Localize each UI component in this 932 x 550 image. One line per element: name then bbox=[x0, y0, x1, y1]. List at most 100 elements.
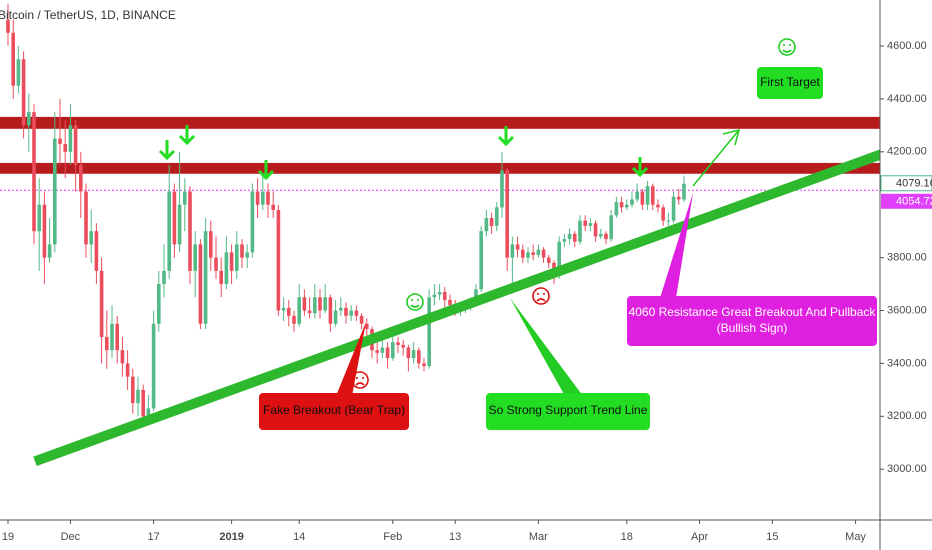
candle-body bbox=[219, 270, 223, 285]
candle-body bbox=[141, 389, 146, 417]
candle-body bbox=[526, 252, 530, 258]
candle-body bbox=[110, 323, 114, 351]
candle-body bbox=[505, 170, 509, 258]
candle-body bbox=[162, 270, 166, 285]
candle-body bbox=[11, 32, 16, 86]
candle-body bbox=[562, 239, 567, 242]
down-arrow bbox=[178, 125, 196, 146]
candle-body bbox=[250, 191, 255, 253]
candle-body bbox=[234, 244, 239, 271]
plot-area: First Target 4060 Resistance Great Break… bbox=[0, 3, 887, 466]
trend-line bbox=[33, 148, 887, 466]
candle-body bbox=[208, 231, 213, 258]
candle-body bbox=[224, 252, 229, 285]
time-axis bbox=[0, 520, 932, 550]
candle-body bbox=[427, 297, 431, 367]
candle-body bbox=[676, 196, 681, 200]
candle-body bbox=[442, 292, 447, 300]
candle-body bbox=[411, 350, 416, 359]
candle-body bbox=[53, 138, 57, 245]
y-tick-label: 3200.00 bbox=[887, 410, 927, 422]
candle-body bbox=[27, 112, 31, 126]
candle-body bbox=[474, 289, 478, 303]
target-arrow bbox=[692, 129, 740, 187]
annotation: 4060 Resistance Great Breakout And Pullb… bbox=[629, 305, 877, 319]
candle-body bbox=[16, 59, 21, 86]
candle-body bbox=[448, 299, 452, 306]
candle-body bbox=[73, 125, 78, 166]
hline-price-label: 4054.72 bbox=[896, 196, 932, 208]
candle-body bbox=[94, 231, 99, 271]
candle-body bbox=[619, 202, 624, 208]
candle-body bbox=[68, 125, 73, 152]
candle-body bbox=[105, 336, 109, 351]
candle-body bbox=[260, 191, 265, 205]
candle-body bbox=[328, 297, 333, 324]
candle-body bbox=[63, 143, 68, 152]
x-tick-label: 15 bbox=[766, 531, 778, 543]
x-tick-label: 14 bbox=[293, 531, 305, 543]
candle-body bbox=[172, 191, 177, 245]
y-tick-label: 4200.00 bbox=[887, 146, 927, 158]
candle-body bbox=[380, 347, 385, 353]
candle-body bbox=[567, 233, 572, 240]
candle-body bbox=[125, 363, 130, 377]
annotation-layer: First Target 4060 Resistance Great Break… bbox=[158, 38, 877, 430]
candle-body bbox=[494, 207, 499, 226]
annotation: First Target bbox=[760, 75, 820, 89]
x-tick-label: Feb bbox=[383, 531, 402, 543]
resistance-zone bbox=[0, 162, 880, 174]
candle-body bbox=[344, 307, 348, 316]
candle-body bbox=[489, 217, 494, 226]
x-tick-label: 2019 bbox=[219, 531, 243, 543]
candle-body bbox=[198, 244, 203, 324]
candle-body bbox=[437, 292, 442, 295]
candle-body bbox=[609, 215, 613, 240]
annotation-box bbox=[486, 393, 650, 430]
candle-body bbox=[364, 323, 369, 330]
down-arrow bbox=[257, 160, 275, 181]
candle-body bbox=[484, 217, 489, 232]
candle-body bbox=[281, 307, 286, 311]
smileys bbox=[351, 38, 796, 389]
last-price-box bbox=[880, 175, 932, 192]
candle-body bbox=[624, 204, 629, 208]
x-tick-label: Mar bbox=[529, 531, 548, 543]
candle-body bbox=[583, 220, 587, 226]
candle-body bbox=[333, 310, 338, 324]
candle-body bbox=[406, 347, 411, 359]
x-tick-label: May bbox=[845, 531, 866, 543]
candle-body bbox=[271, 204, 275, 211]
candle-body bbox=[245, 252, 249, 258]
candle-body bbox=[47, 244, 52, 258]
candle-body bbox=[536, 249, 541, 255]
candle-body bbox=[557, 241, 561, 277]
candle-body bbox=[136, 389, 140, 404]
candle-body bbox=[432, 294, 437, 298]
y-tick-label: 3800.00 bbox=[887, 252, 927, 264]
candle-body bbox=[297, 297, 301, 324]
candle-body bbox=[416, 350, 421, 364]
candle-body bbox=[193, 244, 197, 271]
y-tick-label: 3400.00 bbox=[887, 357, 927, 369]
smiley-happy bbox=[406, 293, 424, 311]
candle-body bbox=[6, 19, 10, 33]
x-tick-label: Dec bbox=[61, 531, 81, 543]
y-tick-label: 4400.00 bbox=[887, 93, 927, 105]
down-arrow bbox=[158, 140, 176, 161]
price-axis bbox=[880, 0, 932, 550]
y-tick-label: 3000.00 bbox=[887, 463, 927, 475]
candle-body bbox=[79, 165, 83, 192]
candle-body bbox=[146, 408, 151, 417]
candle-body bbox=[156, 284, 161, 324]
candle-body bbox=[240, 244, 244, 258]
candle-body bbox=[515, 244, 520, 250]
candle-body bbox=[338, 307, 343, 311]
pointer bbox=[660, 193, 693, 298]
candle-body bbox=[323, 297, 327, 311]
candle-body bbox=[115, 323, 120, 351]
candle-body bbox=[286, 307, 291, 316]
y-tick-label: 3600.00 bbox=[887, 304, 927, 316]
candle-body bbox=[21, 59, 26, 126]
